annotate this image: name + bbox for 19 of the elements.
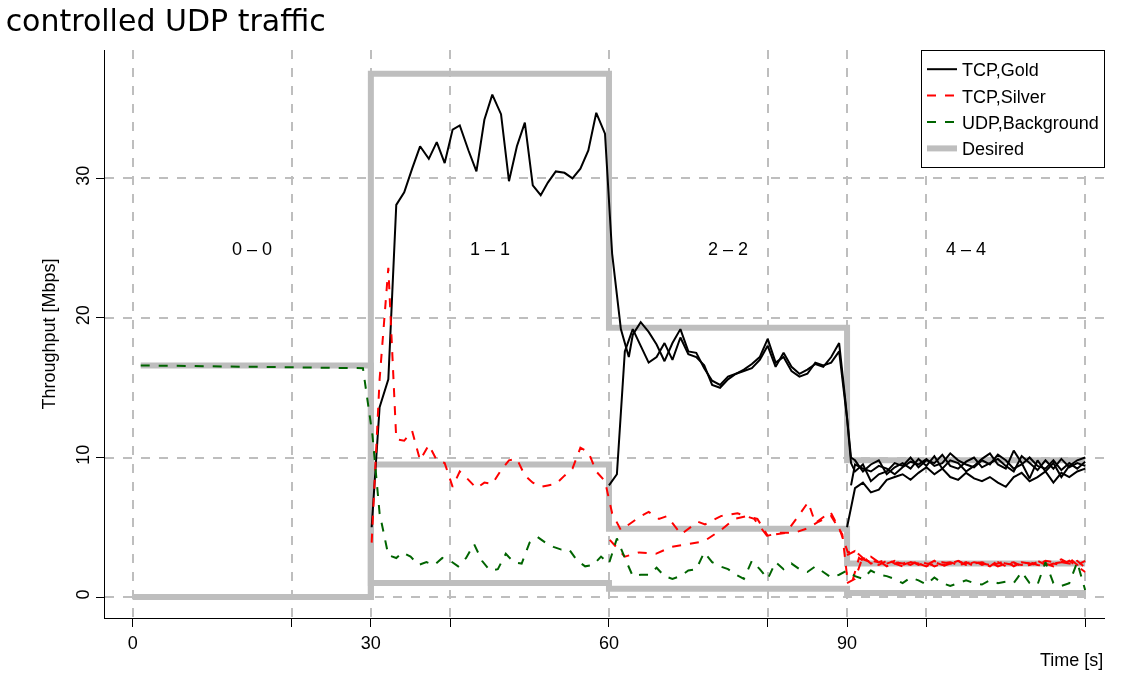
- annotation: 4 – 4: [946, 239, 987, 259]
- x-tick-label: 0: [127, 632, 138, 653]
- chart-title: controlled UDP traffic: [5, 3, 326, 39]
- y-tick-label: 20: [72, 305, 93, 326]
- y-tick-label: 10: [72, 444, 93, 465]
- x-tick-label: 30: [360, 632, 381, 653]
- x-axis-title: Time [s]: [1040, 650, 1104, 670]
- legend-label: TCP,Silver: [962, 86, 1046, 107]
- y-tick-label: 0: [72, 589, 93, 600]
- legend-label: UDP,Background: [962, 113, 1099, 134]
- annotation: 0 – 0: [232, 239, 273, 259]
- annotation: 1 – 1: [470, 239, 511, 259]
- y-tick-label: 30: [72, 165, 93, 186]
- legend-label: TCP,Gold: [962, 60, 1039, 81]
- annotation: 2 – 2: [708, 239, 749, 259]
- legend-label: Desired: [962, 139, 1025, 160]
- x-tick-label: 90: [837, 632, 858, 653]
- y-axis-title: Throughput [Mbps]: [39, 258, 59, 410]
- x-tick-label: 60: [598, 632, 619, 653]
